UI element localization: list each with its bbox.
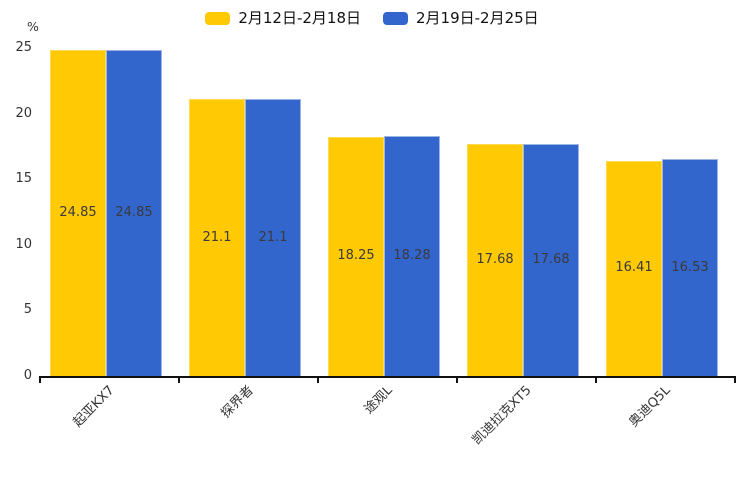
x-axis-tick-2 bbox=[317, 378, 319, 383]
bar-value-奥迪Q5L-series1: 16.41 bbox=[615, 260, 653, 276]
legend-swatch-week1 bbox=[205, 11, 231, 25]
bar-奥迪Q5L-series2 bbox=[662, 159, 718, 376]
x-axis-tick-5 bbox=[734, 378, 736, 383]
bar-奥迪Q5L-series1 bbox=[606, 160, 662, 376]
bar-value-起亚KX7-series2: 24.85 bbox=[115, 204, 153, 220]
legend-item-week2[interactable]: 2月19日-2月25日 bbox=[383, 9, 539, 27]
y-tick-label-15: 15 bbox=[15, 171, 32, 187]
y-tick-label-20: 20 bbox=[15, 105, 32, 121]
bar-凯迪拉克XT5-series1 bbox=[467, 144, 523, 376]
bar-起亚KX7-series2 bbox=[106, 49, 162, 376]
legend-label-week1: 2月12日-2月18日 bbox=[238, 9, 361, 27]
bar-value-探界者-series2: 21.1 bbox=[258, 229, 288, 245]
y-tick-label-0: 0 bbox=[23, 368, 32, 383]
bar-探界者-series2 bbox=[245, 99, 301, 376]
bar-探界者-series1 bbox=[189, 99, 245, 376]
y-tick-label-10: 10 bbox=[15, 236, 32, 252]
x-axis-tick-4 bbox=[595, 378, 597, 383]
x-category-label-凯迪拉克XT5: 凯迪拉克XT5 bbox=[469, 383, 535, 448]
x-axis-tick-3 bbox=[456, 378, 458, 383]
bar-途观L-series2 bbox=[384, 136, 440, 376]
bar-value-奥迪Q5L-series2: 16.53 bbox=[671, 259, 709, 275]
y-axis-unit-label: % bbox=[27, 19, 39, 34]
bar-凯迪拉克XT5-series2 bbox=[523, 144, 579, 376]
bar-value-探界者-series1: 21.1 bbox=[202, 229, 232, 245]
bar-起亚KX7-series1 bbox=[50, 49, 106, 376]
legend-swatch-week2 bbox=[383, 11, 408, 25]
bar-value-凯迪拉克XT5-series2: 17.68 bbox=[532, 252, 570, 268]
x-category-label-奥迪Q5L: 奥迪Q5L bbox=[625, 383, 674, 431]
y-tick-label-25: 25 bbox=[15, 40, 32, 55]
x-axis-tick-0 bbox=[39, 378, 41, 383]
bar-value-起亚KX7-series1: 24.85 bbox=[59, 204, 97, 220]
bar-途观L-series1 bbox=[328, 136, 384, 376]
y-tick-label-5: 5 bbox=[23, 302, 32, 318]
legend-label-week2: 2月19日-2月25日 bbox=[416, 9, 539, 27]
x-category-label-探界者: 探界者 bbox=[217, 383, 257, 422]
legend: 2月12日-2月18日 2月19日-2月25日 bbox=[0, 5, 744, 31]
bar-value-途观L-series1: 18.25 bbox=[337, 248, 375, 264]
bar-value-途观L-series2: 18.28 bbox=[393, 248, 431, 264]
x-axis-tick-1 bbox=[178, 378, 180, 383]
x-category-label-起亚KX7: 起亚KX7 bbox=[69, 383, 118, 431]
bar-value-凯迪拉克XT5-series1: 17.68 bbox=[476, 252, 514, 268]
legend-item-week1[interactable]: 2月12日-2月18日 bbox=[205, 9, 361, 27]
x-category-label-途观L: 途观L bbox=[360, 383, 396, 418]
x-axis-line bbox=[39, 376, 736, 378]
